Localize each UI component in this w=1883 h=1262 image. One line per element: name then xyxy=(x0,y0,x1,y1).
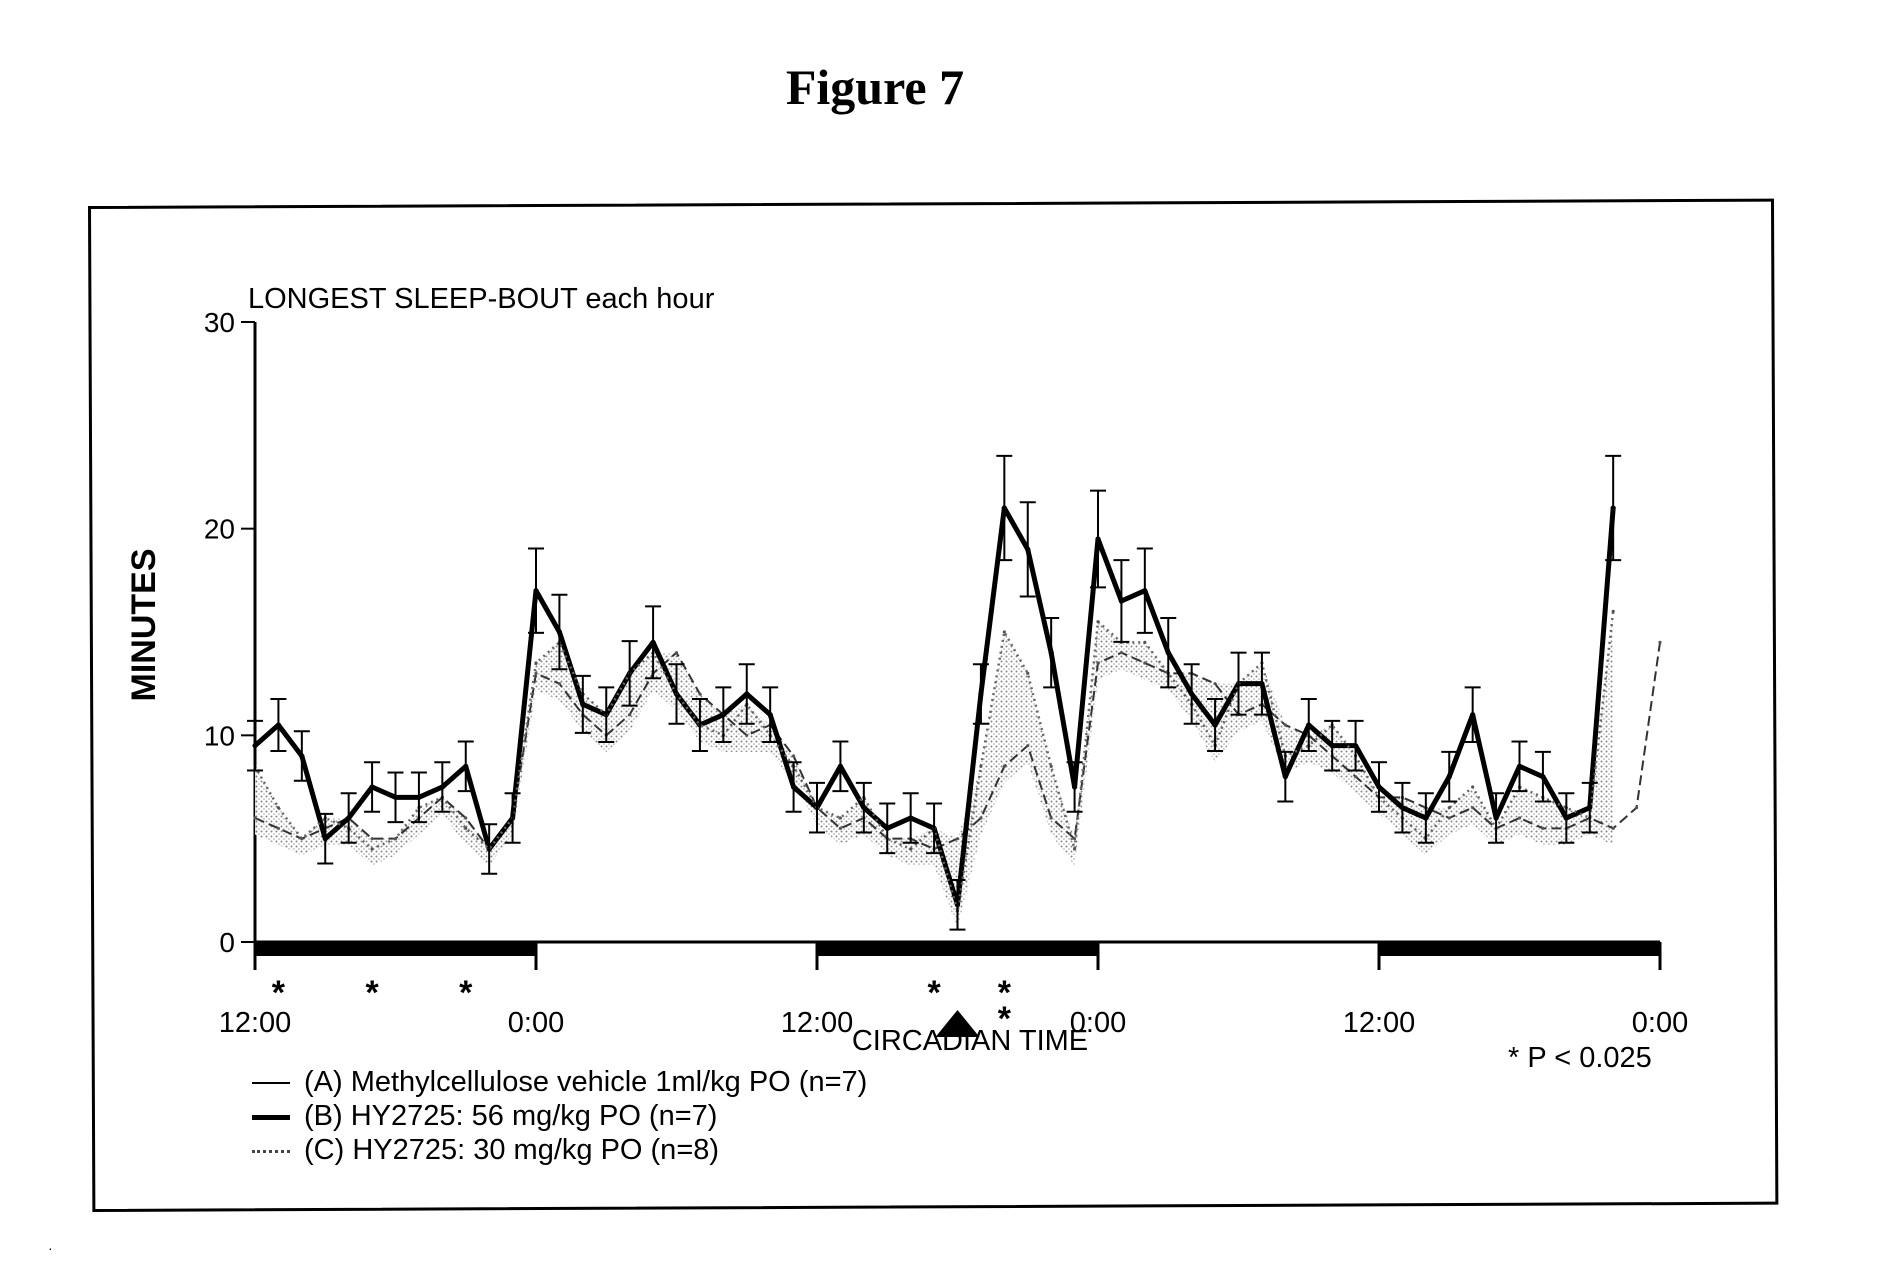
y-tick-label: 0 xyxy=(219,927,235,958)
data-point-a xyxy=(1517,816,1522,820)
data-point-c xyxy=(979,764,983,768)
x-tick-label: 12:00 xyxy=(1343,1007,1416,1039)
data-point-a xyxy=(1283,723,1287,727)
data-point-a xyxy=(1096,661,1100,665)
data-point-a xyxy=(955,837,960,841)
data-point-c xyxy=(1447,806,1451,810)
data-point-c xyxy=(838,816,843,820)
x-tick-label: 12:00 xyxy=(781,1007,854,1039)
data-point-a xyxy=(1447,816,1451,820)
data-point-a xyxy=(1634,806,1639,810)
legend-swatch-a xyxy=(252,1082,290,1085)
legend-swatch-b xyxy=(252,1114,290,1120)
y-axis-label: MINUTES xyxy=(125,549,163,702)
series-line-c xyxy=(253,611,1615,913)
significance-asterisk: * xyxy=(365,974,379,1012)
data-point-c xyxy=(464,826,468,830)
data-point-a xyxy=(370,837,374,841)
data-point-c xyxy=(370,847,374,851)
data-point-a xyxy=(1471,806,1475,810)
data-point-a xyxy=(534,671,538,675)
data-point-a xyxy=(745,733,749,737)
data-point-a xyxy=(1143,661,1147,665)
data-point-c xyxy=(1072,847,1077,851)
x-tick-label: 0:00 xyxy=(508,1007,564,1039)
dark-period-bar xyxy=(1379,942,1660,956)
data-point-c xyxy=(534,661,538,665)
data-point-a xyxy=(698,692,702,696)
data-point-a xyxy=(1611,826,1615,830)
data-point-a xyxy=(791,754,796,758)
data-point-c xyxy=(393,837,398,841)
data-point-c xyxy=(1002,630,1006,634)
significance-asterisk: * xyxy=(998,974,1012,1012)
dark-period-bar xyxy=(255,942,536,956)
data-point-c xyxy=(1049,764,1053,768)
data-point-c xyxy=(1026,671,1030,675)
data-point-a xyxy=(276,826,281,830)
data-point-c xyxy=(1143,640,1147,644)
figure-title: Figure 7 xyxy=(785,59,965,115)
data-point-a xyxy=(1213,682,1217,686)
data-point-a xyxy=(838,826,843,830)
data-point-c xyxy=(1096,620,1100,624)
data-point-c xyxy=(1471,785,1475,789)
legend-item-a: (A) Methylcellulose vehicle 1ml/kg PO (n… xyxy=(252,1066,867,1099)
data-point-a xyxy=(1353,775,1358,779)
x-tick-label: 0:00 xyxy=(1070,1007,1126,1039)
stray-dot: · xyxy=(48,1240,53,1256)
legend-label-c: (C) HY2725: 30 mg/kg PO (n=8) xyxy=(304,1134,720,1166)
data-point-a xyxy=(1119,651,1124,655)
data-point-a xyxy=(1072,837,1077,841)
data-point-a xyxy=(628,713,632,717)
legend-label-b: (B) HY2725: 56 mg/kg PO (n=7) xyxy=(304,1100,718,1132)
significance-note: * P < 0.025 xyxy=(1508,1042,1652,1074)
data-point-a xyxy=(253,816,257,820)
data-point-a xyxy=(464,816,468,820)
data-point-a xyxy=(1658,640,1662,644)
data-point-a xyxy=(557,682,562,686)
data-point-c xyxy=(1611,609,1615,613)
y-tick-label: 10 xyxy=(204,720,235,751)
data-point-a xyxy=(674,651,679,655)
data-point-a xyxy=(1026,744,1030,748)
legend-item-c: (C) HY2725: 30 mg/kg PO (n=8) xyxy=(252,1134,719,1167)
legend-label-a: (A) Methylcellulose vehicle 1ml/kg PO (n… xyxy=(304,1066,868,1098)
y-tick-label: 20 xyxy=(204,514,235,545)
data-point-c xyxy=(276,806,281,810)
dosing-marker-icon xyxy=(935,1010,980,1037)
dark-period-bar xyxy=(817,942,1098,956)
variance-band xyxy=(255,611,1614,928)
significance-asterisk: * xyxy=(998,1000,1012,1038)
data-point-c xyxy=(909,847,913,851)
data-point-c xyxy=(300,837,304,841)
data-point-a xyxy=(979,816,983,820)
y-tick-label: 30 xyxy=(204,307,235,338)
data-point-a xyxy=(1002,764,1006,768)
legend-item-b: (B) HY2725: 56 mg/kg PO (n=7) xyxy=(252,1100,717,1133)
data-point-a xyxy=(1541,826,1545,830)
significance-asterisk: * xyxy=(459,974,473,1012)
significance-asterisk: * xyxy=(272,974,286,1012)
significance-asterisk: * xyxy=(927,974,941,1012)
x-tick-label: 12:00 xyxy=(219,1007,292,1039)
x-tick-label: 0:00 xyxy=(1632,1007,1688,1039)
chart-title: LONGEST SLEEP-BOUT each hour xyxy=(248,283,715,315)
data-point-a xyxy=(1049,816,1053,820)
legend-swatch-c xyxy=(252,1149,290,1153)
